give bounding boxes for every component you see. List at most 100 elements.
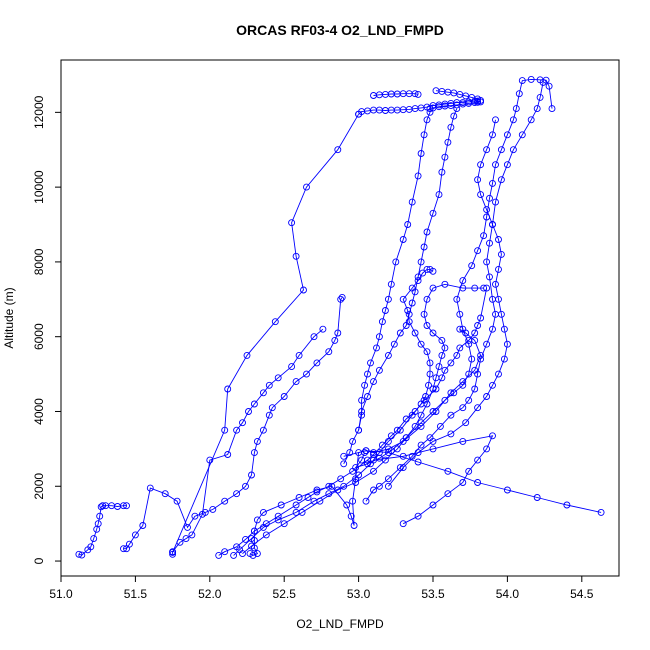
- data-point: [399, 452, 407, 460]
- series: [370, 432, 496, 528]
- data-point: [459, 404, 467, 412]
- data-point: [402, 322, 410, 329]
- data-point: [474, 404, 482, 412]
- x-tick-label: 54.5: [570, 587, 594, 601]
- data-point: [426, 370, 434, 378]
- data-point: [373, 344, 380, 352]
- data-point: [527, 75, 535, 83]
- data-point: [477, 191, 485, 199]
- data-point: [438, 336, 446, 344]
- data-point: [436, 422, 444, 430]
- data-point: [375, 366, 383, 374]
- data-point: [419, 269, 427, 277]
- data-point: [489, 179, 496, 187]
- data-point: [87, 543, 95, 551]
- data-point: [489, 381, 496, 389]
- series-line: [358, 108, 458, 431]
- data-point: [429, 408, 437, 415]
- data-point: [259, 508, 267, 516]
- data-point: [423, 116, 431, 124]
- data-point: [288, 363, 296, 371]
- data-point: [248, 471, 255, 479]
- data-point: [292, 378, 300, 386]
- data-point: [358, 396, 366, 404]
- data-point: [429, 329, 437, 337]
- data-point: [404, 221, 412, 228]
- data-point: [292, 252, 300, 260]
- series-line: [388, 119, 508, 487]
- data-point: [414, 90, 422, 98]
- x-tick-label: 52.5: [273, 587, 297, 601]
- data-point: [408, 452, 416, 460]
- data-point: [459, 325, 467, 333]
- data-point: [375, 454, 383, 462]
- data-point: [474, 370, 482, 378]
- series-line: [373, 435, 494, 525]
- data-point: [518, 131, 526, 139]
- data-point: [96, 512, 104, 520]
- series-line: [358, 100, 481, 115]
- data-point: [349, 497, 357, 505]
- data-point: [474, 322, 482, 329]
- data-point: [465, 396, 473, 404]
- data-point: [411, 90, 419, 98]
- data-point: [408, 198, 416, 206]
- data-point: [480, 284, 488, 292]
- data-point: [396, 426, 404, 434]
- data-point: [370, 456, 377, 464]
- data-point: [509, 116, 517, 124]
- data-point: [450, 112, 458, 120]
- data-point: [310, 333, 318, 341]
- data-point: [456, 310, 464, 318]
- data-point: [447, 123, 455, 131]
- data-point: [489, 131, 496, 139]
- data-point: [364, 460, 371, 468]
- data-point: [447, 411, 455, 419]
- series-line: [435, 90, 481, 101]
- data-point: [277, 501, 285, 509]
- data-point: [414, 172, 422, 180]
- data-point: [441, 280, 449, 288]
- series-line: [172, 328, 324, 555]
- data-point: [471, 385, 479, 393]
- data-point: [239, 550, 246, 558]
- data-point: [120, 545, 127, 553]
- data-point: [375, 482, 383, 490]
- data-point: [471, 329, 479, 337]
- data-point: [417, 441, 425, 449]
- data-point: [492, 161, 499, 169]
- data-point: [480, 232, 488, 240]
- data-point: [288, 219, 296, 227]
- data-point: [417, 340, 425, 348]
- series-group: [75, 75, 605, 559]
- data-point: [426, 359, 434, 367]
- series: [169, 325, 327, 558]
- data-point: [492, 116, 499, 124]
- data-point: [191, 512, 199, 520]
- data-point: [411, 329, 419, 337]
- data-point: [350, 522, 358, 529]
- data-point: [131, 531, 139, 539]
- data-point: [483, 146, 491, 154]
- series: [362, 78, 547, 505]
- data-point: [78, 551, 86, 559]
- data-point: [340, 460, 348, 468]
- data-point: [259, 389, 267, 397]
- data-point: [486, 239, 493, 247]
- series: [426, 98, 482, 113]
- y-tick-label: 2000: [32, 473, 46, 500]
- data-point: [423, 348, 431, 356]
- series: [355, 105, 461, 434]
- data-point: [250, 537, 258, 544]
- data-point: [468, 355, 476, 363]
- data-point: [370, 449, 377, 457]
- data-point: [125, 540, 133, 548]
- data-point: [319, 325, 327, 333]
- data-point: [182, 535, 190, 543]
- data-point: [245, 408, 252, 415]
- data-point: [417, 258, 425, 266]
- series: [169, 110, 363, 556]
- data-point: [459, 284, 467, 292]
